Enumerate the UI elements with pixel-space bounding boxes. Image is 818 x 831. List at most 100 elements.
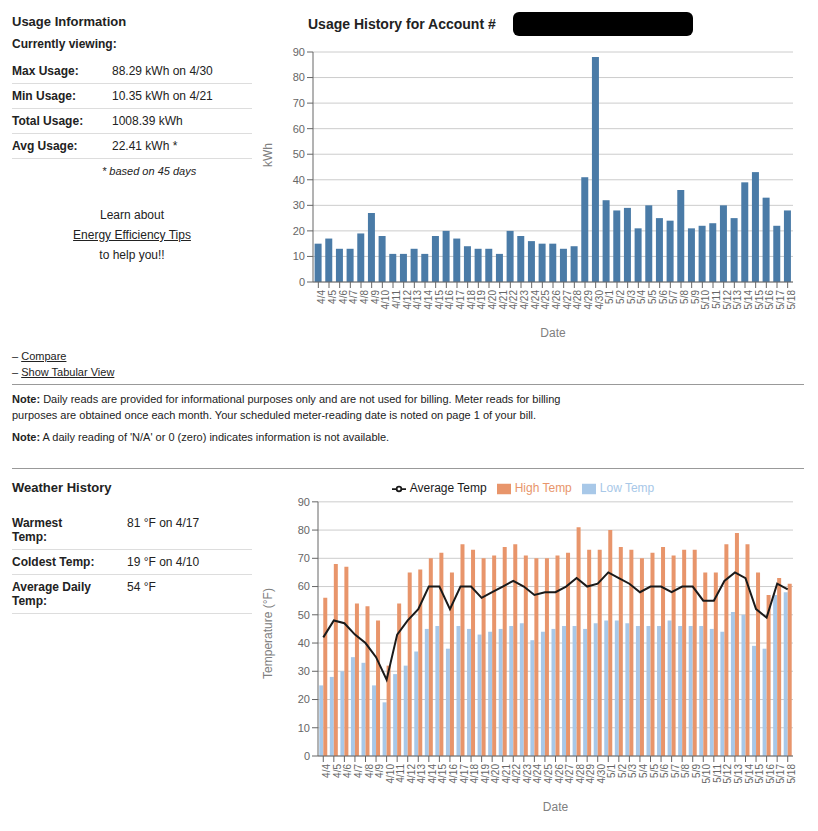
svg-text:4/8: 4/8 [364,764,375,778]
svg-text:80: 80 [298,524,310,536]
svg-text:4/19: 4/19 [476,290,487,310]
svg-text:5/14: 5/14 [744,764,755,784]
svg-text:4/24: 4/24 [530,290,541,310]
svg-text:4/16: 4/16 [444,290,455,310]
svg-text:5/17: 5/17 [775,764,786,784]
svg-text:Date: Date [540,326,566,340]
svg-text:30: 30 [298,665,310,677]
svg-text:5/3: 5/3 [627,764,638,778]
svg-text:50: 50 [298,609,310,621]
svg-text:10: 10 [298,722,310,734]
svg-text:90: 90 [298,496,310,508]
svg-text:5/10: 5/10 [701,764,712,784]
svg-text:5/16: 5/16 [764,290,775,310]
svg-text:4/21: 4/21 [501,764,512,784]
svg-text:4/16: 4/16 [448,764,459,784]
svg-text:50: 50 [293,148,305,160]
svg-text:5/16: 5/16 [765,764,776,784]
svg-text:4/4: 4/4 [316,290,327,304]
svg-text:5/17: 5/17 [775,290,786,310]
svg-text:4/29: 4/29 [583,290,594,310]
svg-text:4/20: 4/20 [490,764,501,784]
svg-text:4/21: 4/21 [498,290,509,310]
svg-text:5/18: 5/18 [786,290,797,310]
svg-text:4/13: 4/13 [412,290,423,310]
svg-text:5/1: 5/1 [604,290,615,304]
svg-text:5/6: 5/6 [659,764,670,778]
svg-text:4/5: 4/5 [332,764,343,778]
svg-text:5/11: 5/11 [711,290,722,309]
svg-text:4/6: 4/6 [342,764,353,778]
svg-text:5/3: 5/3 [626,290,637,304]
svg-text:5/12: 5/12 [722,764,733,784]
svg-text:4/28: 4/28 [572,290,583,310]
svg-text:4/5: 4/5 [327,290,338,304]
svg-text:5/2: 5/2 [617,764,628,778]
svg-text:Temperature (°F): Temperature (°F) [261,588,275,679]
svg-text:5/8: 5/8 [680,764,691,778]
svg-text:4/7: 4/7 [348,290,359,304]
svg-text:4/15: 4/15 [434,290,445,310]
svg-text:4/30: 4/30 [596,764,607,784]
svg-text:5/4: 5/4 [638,764,649,778]
svg-text:90: 90 [293,46,305,58]
svg-text:10: 10 [293,250,305,262]
svg-text:4/25: 4/25 [543,764,554,784]
svg-text:4/26: 4/26 [554,764,565,784]
svg-text:4/22: 4/22 [508,290,519,310]
svg-text:4/13: 4/13 [416,764,427,784]
svg-text:4/20: 4/20 [487,290,498,310]
svg-text:4/11: 4/11 [395,764,406,783]
svg-text:5/1: 5/1 [606,764,617,778]
svg-text:5/9: 5/9 [691,764,702,778]
svg-text:20: 20 [293,225,305,237]
svg-text:4/17: 4/17 [459,764,470,784]
svg-text:4/18: 4/18 [466,290,477,310]
svg-text:5/4: 5/4 [636,290,647,304]
svg-text:5/13: 5/13 [733,764,744,784]
svg-text:5/8: 5/8 [679,290,690,304]
svg-text:4/27: 4/27 [562,290,573,310]
svg-text:4/18: 4/18 [469,764,480,784]
svg-text:4/9: 4/9 [370,290,381,304]
svg-text:4/24: 4/24 [532,764,543,784]
svg-text:5/7: 5/7 [668,290,679,304]
svg-text:5/7: 5/7 [670,764,681,778]
svg-text:5/15: 5/15 [754,764,765,784]
svg-text:kWh: kWh [261,143,275,167]
svg-text:30: 30 [293,199,305,211]
svg-text:4/9: 4/9 [374,764,385,778]
svg-text:4/12: 4/12 [402,290,413,310]
svg-text:4/30: 4/30 [594,290,605,310]
svg-text:4/19: 4/19 [480,764,491,784]
svg-text:5/10: 5/10 [700,290,711,310]
svg-text:4/10: 4/10 [385,764,396,784]
svg-text:5/11: 5/11 [712,764,723,783]
svg-text:5/15: 5/15 [754,290,765,310]
svg-text:60: 60 [298,580,310,592]
svg-text:4/25: 4/25 [540,290,551,310]
svg-text:4/23: 4/23 [522,764,533,784]
svg-text:20: 20 [298,693,310,705]
svg-text:70: 70 [293,97,305,109]
svg-text:4/6: 4/6 [338,290,349,304]
svg-text:Date: Date [543,800,569,814]
svg-text:4/11: 4/11 [391,290,402,309]
svg-text:4/26: 4/26 [551,290,562,310]
svg-text:4/17: 4/17 [455,290,466,310]
svg-text:70: 70 [298,552,310,564]
svg-text:80: 80 [293,71,305,83]
svg-text:4/22: 4/22 [511,764,522,784]
svg-text:4/7: 4/7 [353,764,364,778]
svg-text:5/13: 5/13 [732,290,743,310]
svg-text:5/14: 5/14 [743,290,754,310]
svg-text:5/18: 5/18 [786,764,797,784]
svg-text:4/4: 4/4 [321,764,332,778]
svg-text:4/10: 4/10 [380,290,391,310]
svg-text:5/5: 5/5 [647,290,658,304]
svg-text:4/15: 4/15 [437,764,448,784]
svg-text:4/29: 4/29 [585,764,596,784]
svg-text:5/5: 5/5 [649,764,660,778]
svg-text:5/6: 5/6 [658,290,669,304]
svg-text:5/12: 5/12 [722,290,733,310]
